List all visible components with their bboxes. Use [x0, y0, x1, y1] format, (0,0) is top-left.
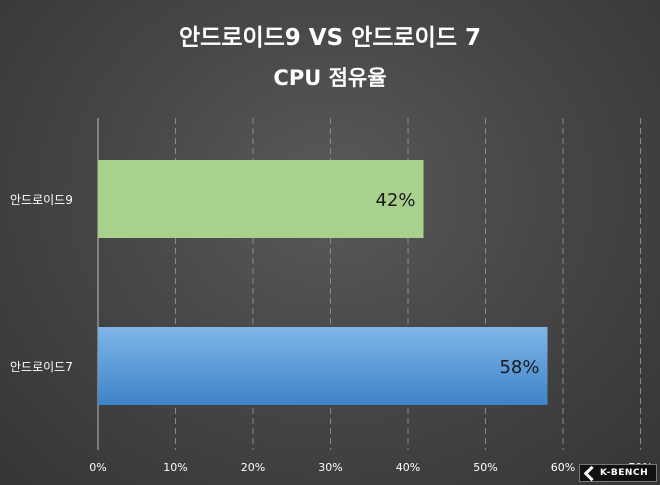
x-tick-label: 50% [473, 461, 497, 474]
x-tick-label: 60% [551, 461, 575, 474]
chart-subtitle: CPU 점유율 [273, 66, 387, 90]
x-tick-label: 0% [89, 461, 106, 474]
x-tick-label: 30% [318, 461, 342, 474]
x-tick-label: 10% [163, 461, 187, 474]
x-tick-label: 20% [241, 461, 265, 474]
kbench-logo-text: K-BENCH [600, 468, 649, 478]
kbench-logo: K-BENCH [579, 464, 657, 482]
x-tick-label: 40% [396, 461, 420, 474]
kbench-logo-icon [583, 465, 600, 481]
bar [98, 160, 424, 238]
bar [98, 327, 548, 405]
data-label: 58% [499, 357, 539, 378]
category-label: 안드로이드9 [10, 193, 73, 207]
chart-title: 안드로이드9 VS 안드로이드 7 [179, 25, 481, 51]
category-label: 안드로이드7 [10, 360, 73, 374]
data-label: 42% [375, 190, 415, 211]
